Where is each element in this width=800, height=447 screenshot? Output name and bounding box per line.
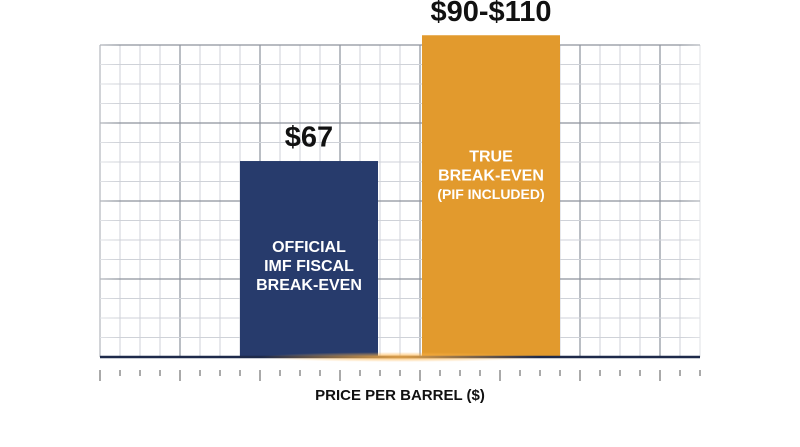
bar-label: (PIF INCLUDED) — [437, 186, 544, 202]
bar-label: OFFICIAL — [272, 239, 346, 256]
bar — [422, 35, 560, 357]
bar — [240, 161, 378, 357]
bars: $67 OFFICIAL IMF FISCAL BREAK-EVEN $90-$110 T… — [240, 0, 560, 357]
bar-label: IMF FISCAL — [264, 258, 354, 275]
bar-label: BREAK-EVEN — [256, 277, 362, 294]
bar-label: TRUE — [469, 148, 513, 165]
axis-ticks — [99, 370, 701, 381]
background-grid — [99, 44, 701, 358]
bar-label: BREAK-EVEN — [438, 167, 544, 184]
grid-fade — [680, 40, 740, 370]
baseline-glow — [260, 352, 540, 362]
value-label: $90-$110 — [431, 0, 552, 28]
value-label: $67 — [285, 122, 333, 154]
grid-fade — [60, 40, 120, 370]
x-axis-label: PRICE PER BARREL ($) — [315, 387, 485, 404]
